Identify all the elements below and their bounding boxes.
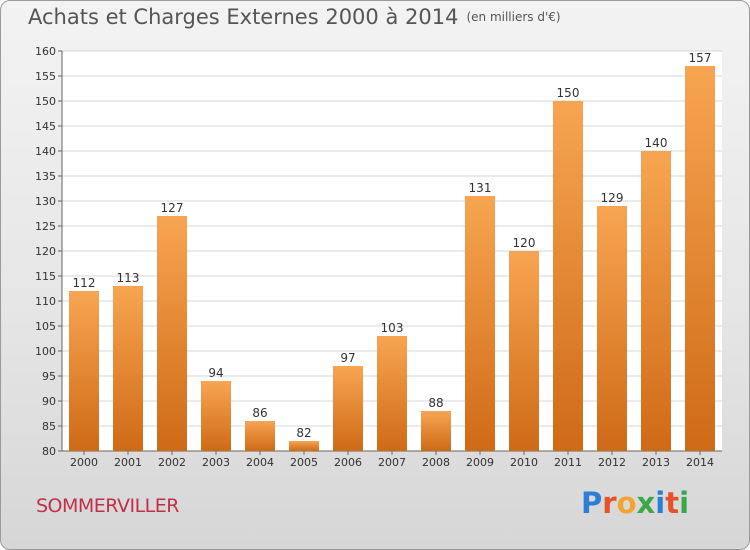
data-label: 82: [296, 426, 311, 440]
logo-letter: i: [655, 486, 666, 520]
logo-letter: x: [636, 486, 656, 520]
y-tick-label: 120: [35, 245, 56, 258]
y-tick-label: 110: [35, 295, 56, 308]
bar: [421, 411, 451, 451]
y-tick-label: 105: [35, 320, 56, 333]
bar: [245, 421, 275, 451]
data-label: 131: [469, 181, 492, 195]
logo-letter: P: [581, 486, 603, 520]
bar: [113, 286, 143, 451]
y-tick-label: 85: [42, 420, 56, 433]
data-label: 86: [252, 406, 267, 420]
logo-letter: i: [679, 486, 690, 520]
data-label: 129: [601, 191, 624, 205]
y-tick-label: 115: [35, 270, 56, 283]
y-tick-label: 145: [35, 120, 56, 133]
x-tick-label: 2008: [422, 456, 450, 469]
data-label: 120: [513, 236, 536, 250]
x-tick-label: 2007: [378, 456, 406, 469]
title-text: Achats et Charges Externes 2000 à 2014: [28, 5, 459, 29]
bar: [509, 251, 539, 451]
y-tick-label: 100: [35, 345, 56, 358]
title-unit: (en milliers d'€): [466, 10, 561, 24]
data-label: 112: [73, 276, 96, 290]
x-tick-label: 2004: [246, 456, 274, 469]
bar: [641, 151, 671, 451]
y-tick-label: 135: [35, 170, 56, 183]
data-label: 97: [340, 351, 355, 365]
x-tick-label: 2001: [114, 456, 142, 469]
data-label: 103: [381, 321, 404, 335]
y-tick-label: 150: [35, 95, 56, 108]
x-tick-label: 2009: [466, 456, 494, 469]
x-tick-label: 2000: [70, 456, 98, 469]
y-tick-label: 130: [35, 195, 56, 208]
bar: [69, 291, 99, 451]
proxiti-logo: Proxiti: [581, 486, 689, 520]
town-name: SOMMERVILLER: [36, 495, 179, 517]
x-tick-label: 2006: [334, 456, 362, 469]
y-tick-label: 140: [35, 145, 56, 158]
y-tick-label: 160: [35, 45, 56, 58]
y-tick-label: 90: [42, 395, 56, 408]
logo-letter: r: [602, 486, 617, 520]
bar: [333, 366, 363, 451]
x-tick-label: 2010: [510, 456, 538, 469]
bar: [377, 336, 407, 451]
x-tick-label: 2014: [686, 456, 714, 469]
bar: [685, 66, 715, 451]
chart-title: Achats et Charges Externes 2000 à 2014 (e…: [28, 5, 561, 29]
y-tick-label: 95: [42, 370, 56, 383]
x-tick-label: 2013: [642, 456, 670, 469]
x-tick-label: 2003: [202, 456, 230, 469]
x-tick-label: 2002: [158, 456, 186, 469]
bar: [201, 381, 231, 451]
bar: [289, 441, 319, 451]
logo-letter: t: [665, 486, 680, 520]
data-label: 94: [208, 366, 223, 380]
logo-letter: o: [616, 486, 637, 520]
bar: [157, 216, 187, 451]
x-tick-label: 2005: [290, 456, 318, 469]
y-tick-label: 155: [35, 70, 56, 83]
bar: [553, 101, 583, 451]
x-tick-label: 2012: [598, 456, 626, 469]
bar: [465, 196, 495, 451]
x-tick-label: 2011: [554, 456, 582, 469]
y-tick-label: 125: [35, 220, 56, 233]
bar: [597, 206, 627, 451]
y-tick-label: 80: [42, 445, 56, 458]
data-label: 113: [117, 271, 140, 285]
data-label: 140: [645, 136, 668, 150]
data-label: 127: [161, 201, 184, 215]
data-label: 157: [689, 51, 712, 65]
data-label: 88: [428, 396, 443, 410]
data-label: 150: [557, 86, 580, 100]
